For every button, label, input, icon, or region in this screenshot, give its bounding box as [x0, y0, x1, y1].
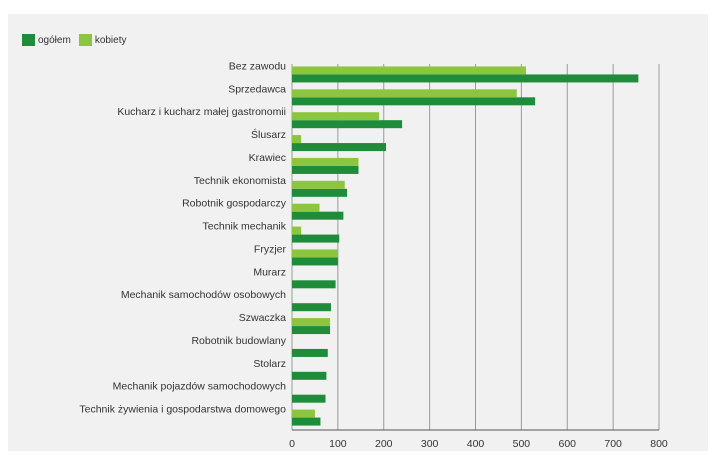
- category-label: Ślusarz: [251, 128, 286, 141]
- chart-legend: ogółem kobiety: [22, 34, 135, 46]
- x-tick-label: 700: [604, 438, 622, 450]
- category-label: Krawiec: [249, 152, 286, 164]
- bar-kobiety: [292, 409, 315, 418]
- bar-kobiety: [292, 66, 526, 75]
- category-label: Robotnik budowlany: [191, 335, 286, 347]
- bar-kobiety: [292, 135, 302, 144]
- bar-ogolem: [292, 280, 336, 289]
- category-label: Mechanik samochodów osobowych: [121, 289, 286, 301]
- category-label: Fryzjer: [254, 243, 287, 255]
- bar-kobiety: [292, 249, 338, 258]
- category-label: Robotnik gospodarczy: [182, 198, 287, 210]
- bar-kobiety: [292, 157, 359, 166]
- bar-ogolem: [292, 417, 321, 426]
- category-label: Technik żywienia i gospodarstwa domowego: [79, 404, 286, 416]
- bar-ogolem: [292, 120, 403, 129]
- category-label: Stolarz: [253, 358, 286, 370]
- bar-ogolem: [292, 165, 359, 174]
- bar-ogolem: [292, 326, 331, 335]
- legend-item-kobiety: kobiety: [78, 34, 127, 46]
- legend-swatch-kobiety: [78, 34, 92, 46]
- bar-kobiety: [292, 203, 320, 212]
- category-label: Sprzedawca: [228, 83, 286, 95]
- bar-ogolem: [292, 97, 536, 106]
- category-label: Murarz: [253, 266, 286, 278]
- bar-ogolem: [292, 188, 348, 197]
- bar-ogolem: [292, 348, 328, 357]
- bar-ogolem: [292, 234, 340, 243]
- category-label: Bez zawodu: [229, 60, 286, 72]
- x-tick-label: 400: [467, 438, 485, 450]
- x-tick-label: 500: [513, 438, 531, 450]
- bar-ogolem: [292, 394, 326, 403]
- bar-kobiety: [292, 318, 331, 327]
- bar-ogolem: [292, 143, 387, 152]
- x-tick-label: 200: [375, 438, 393, 450]
- bar-ogolem: [292, 211, 344, 220]
- category-label: Technik ekonomista: [194, 175, 286, 187]
- legend-swatch-ogolem: [22, 34, 35, 46]
- bar-ogolem: [292, 303, 331, 312]
- category-label: Technik mechanik: [203, 221, 287, 233]
- chart-background: [8, 14, 708, 451]
- x-tick-label: 300: [421, 438, 439, 450]
- bar-kobiety: [292, 112, 380, 121]
- bar-ogolem: [292, 257, 338, 266]
- x-tick-label: 600: [558, 438, 576, 450]
- bar-kobiety: [292, 180, 345, 189]
- bar-ogolem: [292, 74, 639, 83]
- category-label: Kucharz i kucharz małej gastronomii: [117, 106, 286, 118]
- bar-kobiety: [292, 89, 517, 98]
- x-tick-label: 0: [289, 438, 295, 450]
- bar-ogolem: [292, 371, 327, 380]
- x-tick-label: 800: [650, 438, 668, 450]
- bar-kobiety: [292, 226, 302, 235]
- legend-label-kobiety: kobiety: [94, 34, 127, 46]
- category-label: Mechanik pojazdów samochodowych: [113, 381, 287, 393]
- legend-item-ogolem: ogółem: [22, 34, 71, 46]
- x-tick-label: 100: [329, 438, 347, 450]
- category-label: Szwaczka: [239, 312, 286, 324]
- legend-label-ogolem: ogółem: [38, 34, 71, 46]
